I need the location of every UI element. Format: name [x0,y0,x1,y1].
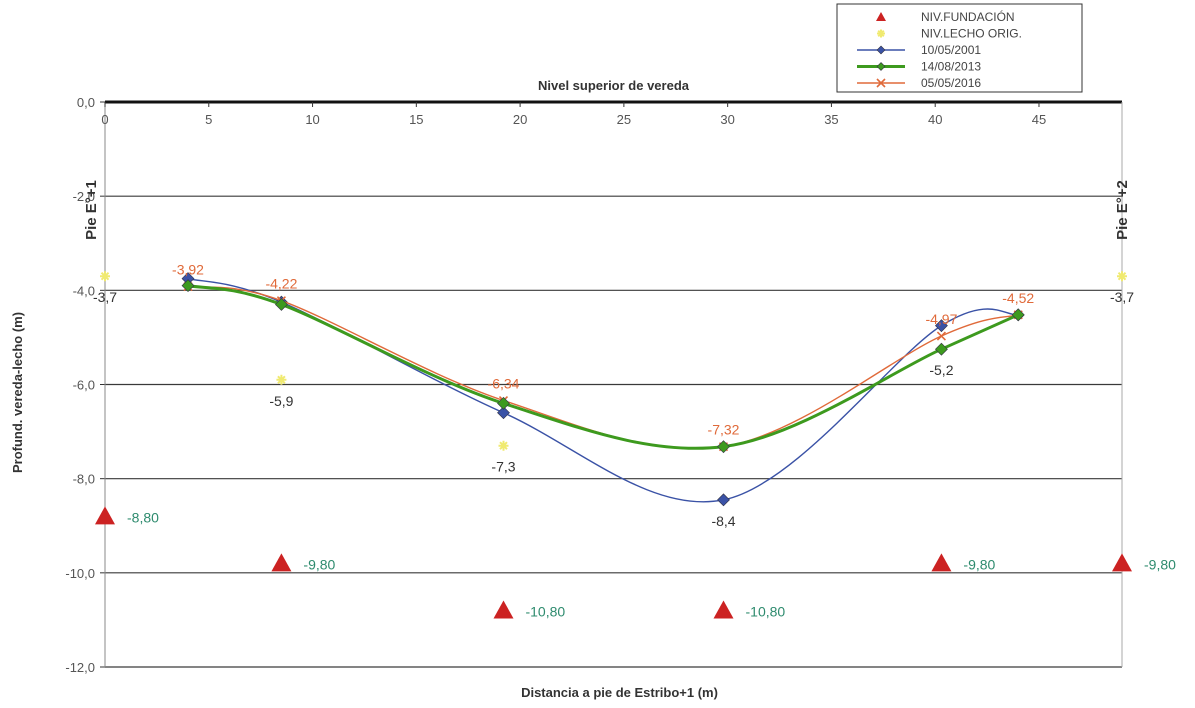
data-point [717,440,730,454]
pier-labels: Pie E°+1 Pie E°+2 [83,180,1131,240]
axes: 0,0 -2,0 -4,0 -6,0 -8,0 -10,0 -12,0 0 5 10 15 20 25 3… [65,95,1123,675]
series-niv-fundaci-n: -8,80 -9,80 -10,80 -10,80 -9,80 -9,80 [95,506,1176,620]
data-point [931,553,952,572]
data-label: -9,80 [303,556,335,572]
x-tick-label: 30 [720,112,734,127]
legend: NIV.FUNDACIÓN NIV.LECHO ORIG. 10/05/2001 14… [836,3,1083,93]
legend-item: NIV.FUNDACIÓN [876,9,1015,24]
legend-item: 05/05/2016 [857,76,981,90]
data-label: -5,9 [269,393,293,409]
legend-marker [876,78,886,88]
legend-label: 10/05/2001 [921,43,981,57]
data-label: -10,80 [525,604,565,620]
data-label: -3,7 [1110,289,1134,305]
data-point [95,506,115,525]
legend-marker [876,62,886,71]
data-label: -8,80 [127,509,159,525]
y-tick-label: 0,0 [77,95,95,110]
data-point [935,319,948,333]
legend-item: NIV.LECHO ORIG. [877,27,1022,41]
x-tick-label: 0 [101,112,108,127]
data-point [1117,271,1127,282]
x-axis-title: Distancia a pie de Estribo+1 (m) [521,685,718,700]
legend-label: NIV.LECHO ORIG. [921,27,1022,41]
legend-label: NIV.FUNDACIÓN [921,9,1015,24]
series-niv-lecho-orig-: -3,7 -5,9 -7,3 -3,7 [93,271,1134,475]
data-point [271,553,292,572]
pier-label: Pie E°+1 [83,180,100,240]
x-tick-label: 40 [928,112,942,127]
legend-item: 10/05/2001 [857,43,981,57]
y-tick-label: -2,0 [73,189,95,204]
data-label: -3,7 [93,289,117,305]
y-axis-title: Profund. vereda-lecho (m) [10,312,25,473]
data-label: -4,22 [265,276,297,292]
y-tick-label: -8,0 [73,472,95,487]
legend-marker [876,45,886,55]
data-label: -4,52 [1002,290,1034,306]
x-tick-label: 10 [305,112,319,127]
data-point [1011,308,1025,322]
data-point [717,493,730,507]
data-point [276,374,287,385]
y-tick-label: -4,0 [73,283,95,298]
legend-item: 14/08/2013 [857,60,981,74]
y-tick-label: -10,0 [65,566,95,581]
grid-lines [105,195,1122,668]
x-tick-label: 25 [617,112,631,127]
series-14-08-2013: -5,2 [181,279,1025,454]
data-label: -7,32 [708,422,740,438]
y-tick-label: -6,0 [73,378,95,393]
x-tick-label: 5 [205,112,212,127]
data-label: -6,34 [488,376,520,392]
top-axis-title: Nivel superior de vereda [538,78,690,93]
data-point [713,600,734,619]
legend-marker [877,29,885,38]
series-10-05-2001: -8,4 [181,272,1025,529]
data-label: -3,92 [172,262,204,278]
data-point [497,396,510,410]
data-point [1112,553,1132,572]
data-point [936,331,946,341]
pier-label: Pie E°+2 [1114,180,1131,240]
y-tick-label: -12,0 [65,660,95,675]
legend-label: 14/08/2013 [921,60,981,74]
data-point [493,600,514,619]
x-tick-label: 35 [824,112,838,127]
data-label: -8,4 [711,513,735,529]
data-point [181,279,195,293]
data-point [274,298,288,311]
series-line [187,277,1019,503]
series: -8,4-3,92-4,22-6,34-7,32-4,97-4,52-5,2-3… [93,262,1176,620]
data-point [100,271,110,282]
legend-label: 05/05/2016 [921,76,981,90]
data-label: -5,2 [929,362,953,378]
data-point [935,342,948,356]
data-label: -9,80 [963,556,995,572]
data-point [498,440,509,451]
data-label: -4,97 [925,311,957,327]
x-tick-label: 45 [1032,112,1046,127]
data-label: -10,80 [746,604,786,620]
x-tick-label: 15 [409,112,423,127]
data-label: -9,80 [1144,556,1176,572]
x-tick-label: 20 [513,112,527,127]
data-point [497,406,510,420]
data-label: -7,3 [491,459,515,475]
legend-marker [876,12,886,21]
